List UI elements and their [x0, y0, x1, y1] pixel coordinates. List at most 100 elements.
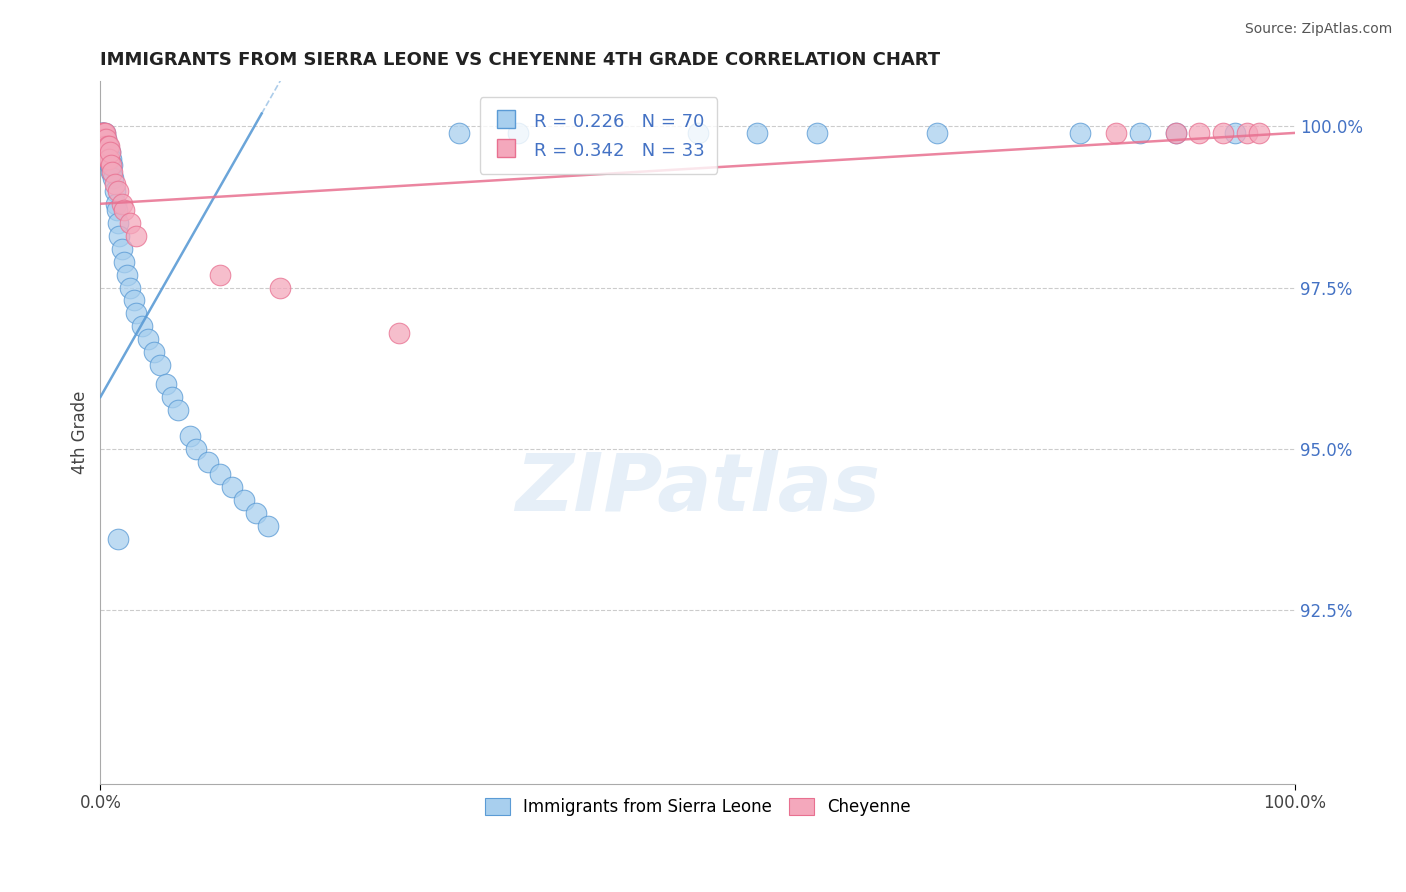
Point [208, 467, 231, 482]
Point [98, 145, 121, 160]
Point [101, 158, 124, 172]
Point [97, 152, 120, 166]
Point [232, 493, 254, 508]
Point [806, 126, 828, 140]
Point [91, 132, 114, 146]
Point [93, 132, 115, 146]
Point [96, 138, 118, 153]
Point [179, 429, 201, 443]
Point [94, 126, 117, 140]
Point [221, 480, 243, 494]
Point [96, 152, 118, 166]
Point [96, 152, 118, 166]
Point [1249, 126, 1271, 140]
Point [97, 145, 120, 160]
Point [98, 158, 121, 172]
Point [97, 152, 120, 166]
Point [91, 132, 114, 146]
Point [136, 332, 159, 346]
Point [101, 164, 124, 178]
Point [1188, 126, 1211, 140]
Point [1069, 126, 1091, 140]
Point [1225, 126, 1247, 140]
Point [93, 145, 115, 160]
Y-axis label: 4th Grade: 4th Grade [72, 391, 89, 475]
Point [1164, 126, 1187, 140]
Point [120, 280, 142, 294]
Point [91, 126, 114, 140]
Point [93, 138, 115, 153]
Point [125, 306, 148, 320]
Point [104, 196, 127, 211]
Point [90, 132, 112, 146]
Point [94, 126, 117, 140]
Point [1129, 126, 1152, 140]
Point [155, 377, 177, 392]
Point [160, 390, 183, 404]
Point [104, 178, 127, 192]
Point [90, 132, 112, 146]
Point [256, 519, 278, 533]
Point [686, 126, 709, 140]
Point [120, 216, 142, 230]
Point [167, 403, 190, 417]
Point [131, 319, 153, 334]
Point [91, 126, 114, 140]
Point [143, 345, 166, 359]
Point [107, 532, 129, 546]
Point [93, 126, 115, 140]
Text: ZIPatlas: ZIPatlas [515, 450, 880, 528]
Point [96, 145, 118, 160]
Point [108, 229, 131, 244]
Point [103, 171, 125, 186]
Point [747, 126, 769, 140]
Point [96, 145, 118, 160]
Point [94, 138, 117, 153]
Point [100, 164, 122, 178]
Point [111, 242, 134, 256]
Point [100, 152, 122, 166]
Point [96, 152, 118, 166]
Point [96, 138, 118, 153]
Point [107, 184, 129, 198]
Point [125, 229, 148, 244]
Point [93, 152, 115, 166]
Point [97, 138, 120, 153]
Point [208, 268, 231, 282]
Point [94, 132, 117, 146]
Point [112, 254, 135, 268]
Point [91, 138, 114, 153]
Point [98, 145, 121, 160]
Point [96, 145, 118, 160]
Point [197, 454, 219, 468]
Point [245, 506, 267, 520]
Point [104, 184, 127, 198]
Point [269, 280, 291, 294]
Point [90, 126, 112, 140]
Point [93, 126, 115, 140]
Legend: Immigrants from Sierra Leone, Cheyenne: Immigrants from Sierra Leone, Cheyenne [477, 789, 920, 824]
Point [96, 132, 118, 146]
Point [1236, 126, 1258, 140]
Point [149, 358, 172, 372]
Point [91, 138, 114, 153]
Point [94, 145, 117, 160]
Point [112, 203, 135, 218]
Point [107, 216, 129, 230]
Text: IMMIGRANTS FROM SIERRA LEONE VS CHEYENNE 4TH GRADE CORRELATION CHART: IMMIGRANTS FROM SIERRA LEONE VS CHEYENNE… [100, 51, 941, 69]
Point [100, 158, 122, 172]
Point [96, 138, 118, 153]
Point [115, 268, 138, 282]
Point [1164, 126, 1187, 140]
Point [90, 138, 112, 153]
Point [508, 126, 530, 140]
Point [93, 132, 115, 146]
Point [96, 132, 118, 146]
Point [184, 442, 207, 456]
Point [90, 126, 112, 140]
Point [94, 138, 117, 153]
Point [105, 203, 128, 218]
Point [388, 326, 411, 340]
Point [1212, 126, 1234, 140]
Point [925, 126, 948, 140]
